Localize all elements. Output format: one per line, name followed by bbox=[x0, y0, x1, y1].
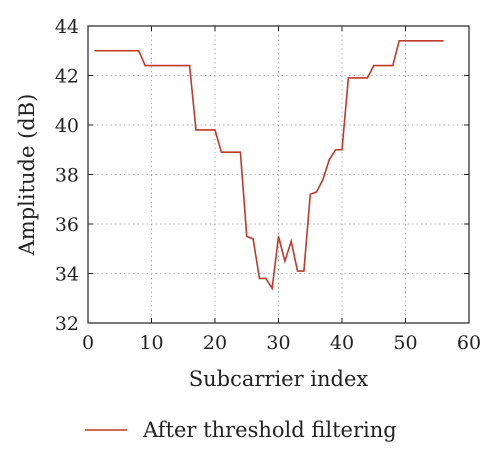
series-line bbox=[94, 40, 444, 291]
axis-ticks: 0 10 20 30 40 50 60 32 34 36 38 40 42 44 bbox=[55, 16, 481, 354]
y-tick-label: 42 bbox=[55, 66, 79, 88]
series-group bbox=[94, 40, 444, 291]
y-axis-title: Amplitude (dB) bbox=[15, 94, 39, 257]
y-tick-label: 34 bbox=[55, 264, 79, 286]
x-axis-title: Subcarrier index bbox=[189, 367, 369, 391]
x-tick-label: 50 bbox=[393, 332, 417, 354]
y-tick-label: 36 bbox=[55, 214, 79, 236]
x-tick-label: 0 bbox=[82, 332, 94, 354]
grid-lines bbox=[88, 26, 469, 323]
x-tick-label: 20 bbox=[203, 332, 227, 354]
y-tick-label: 44 bbox=[55, 16, 79, 38]
x-tick-label: 40 bbox=[330, 332, 354, 354]
legend-label: After threshold filtering bbox=[142, 418, 397, 442]
y-tick-label: 38 bbox=[55, 165, 79, 187]
legend: After threshold filtering bbox=[85, 418, 397, 442]
y-tick-label: 40 bbox=[55, 115, 79, 137]
x-tick-label: 10 bbox=[139, 332, 163, 354]
x-tick-label: 60 bbox=[457, 332, 481, 354]
y-tick-label: 32 bbox=[55, 313, 79, 335]
x-tick-label: 30 bbox=[266, 332, 290, 354]
